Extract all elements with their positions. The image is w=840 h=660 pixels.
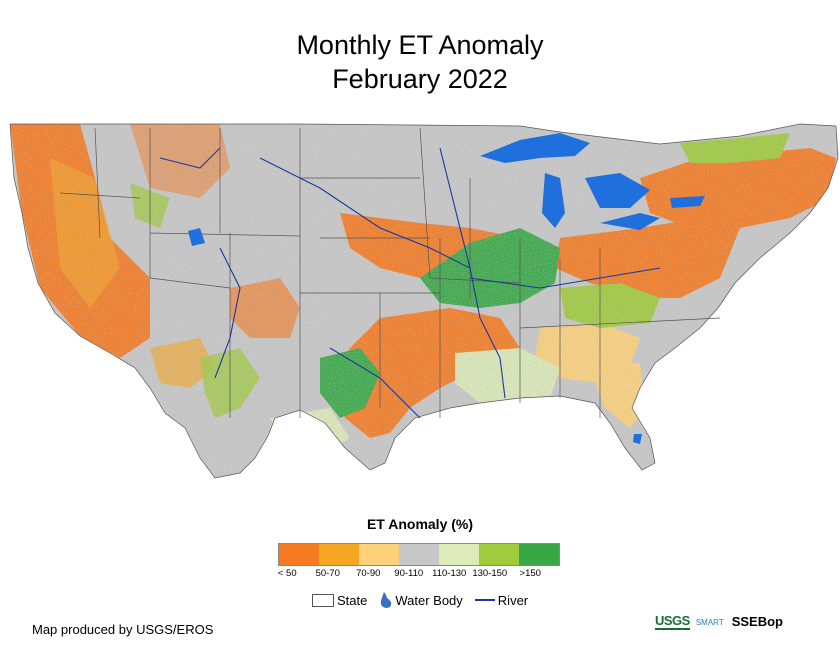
legend-label: 50-70 bbox=[315, 568, 340, 579]
lake-huron bbox=[585, 173, 650, 208]
legend-title: ET Anomaly (%) bbox=[366, 516, 474, 532]
state-legend-label: State bbox=[337, 592, 368, 608]
agency-logos: USGS SMART SSEBop bbox=[655, 614, 783, 630]
legend-label: 110-130 bbox=[432, 568, 467, 579]
legend-swatch bbox=[399, 544, 439, 565]
legend-swatch bbox=[479, 544, 519, 565]
map-svg bbox=[9, 123, 839, 479]
lake-erie bbox=[600, 213, 660, 230]
legend-labels: < 50 50-70 70-90 90-110 110-130 130-150 … bbox=[267, 568, 551, 579]
ssebop-logo: SSEBop bbox=[732, 615, 783, 629]
ssebop-logo-text: SSEBop bbox=[731, 614, 783, 629]
lake-okeechobee bbox=[633, 434, 642, 444]
water-body-legend-label: Water Body bbox=[395, 592, 463, 608]
map-credit: Map produced by USGS/EROS bbox=[32, 622, 214, 637]
river-line-icon bbox=[474, 599, 495, 601]
legend-swatches bbox=[278, 543, 560, 566]
lake-michigan bbox=[542, 173, 565, 228]
legend-label: 130-150 bbox=[472, 568, 508, 579]
legend-swatch bbox=[439, 544, 479, 565]
legend-swatch bbox=[279, 544, 319, 565]
title-line-2: February 2022 bbox=[332, 64, 508, 94]
usgs-logo: USGS bbox=[655, 613, 690, 630]
map-features-legend: State Water Body River bbox=[312, 591, 528, 609]
water-body-icon bbox=[381, 592, 392, 608]
legend-swatch bbox=[319, 544, 359, 565]
lake-ontario bbox=[670, 196, 705, 208]
legend-swatch bbox=[359, 544, 399, 565]
legend-swatch bbox=[519, 544, 559, 565]
legend-label: 90-110 bbox=[394, 568, 424, 579]
state-outline-icon bbox=[312, 593, 334, 607]
legend-label: >150 bbox=[519, 568, 541, 579]
state-boundaries bbox=[9, 123, 839, 479]
title-line-1: Monthly ET Anomaly bbox=[296, 30, 544, 60]
map-title: Monthly ET Anomaly February 2022 bbox=[0, 28, 840, 96]
lake-superior bbox=[480, 133, 590, 163]
rivers bbox=[159, 147, 661, 419]
great-salt-lake bbox=[188, 228, 205, 246]
conus-map bbox=[0, 118, 840, 488]
smart-logo: SMART bbox=[695, 617, 724, 627]
legend-label: 70-90 bbox=[356, 568, 381, 579]
legend-label: < 50 bbox=[277, 568, 297, 579]
river-legend-label: River bbox=[497, 592, 529, 608]
et-anomaly-raster bbox=[10, 124, 838, 478]
water-bodies bbox=[188, 133, 705, 444]
